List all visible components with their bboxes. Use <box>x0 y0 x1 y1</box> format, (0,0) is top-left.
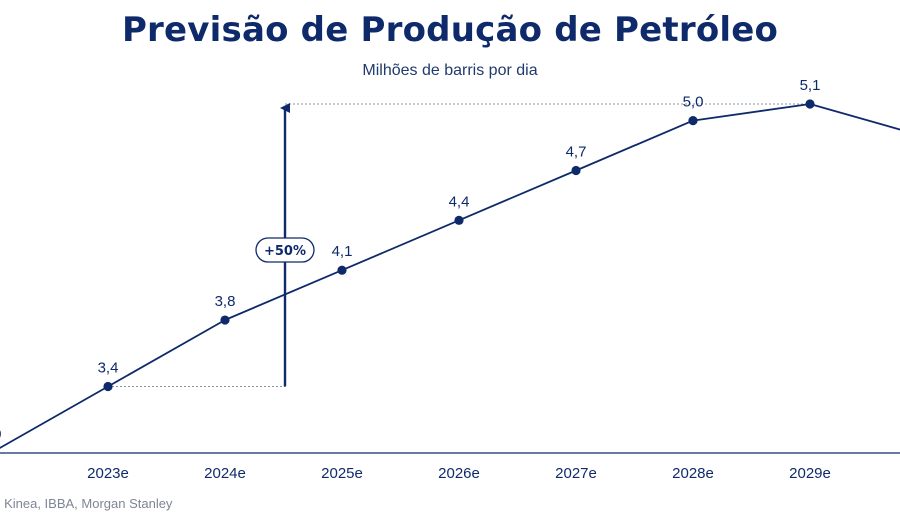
x-tick-label: 2024e <box>204 465 246 482</box>
data-point <box>571 165 581 176</box>
data-label: 5,1 <box>800 77 821 94</box>
x-tick-label: 2026e <box>438 465 480 482</box>
x-tick-label: 2027e <box>555 465 597 482</box>
data-label: 3,4 <box>98 360 119 377</box>
source-note: te: Kinea, IBBA, Morgan Stanley <box>0 496 173 511</box>
chart-title: Previsão de Produção de Petróleo <box>121 10 779 50</box>
data-label: 4,1 <box>332 243 353 260</box>
data-point <box>103 381 113 392</box>
x-tick-label: 2023e <box>87 465 129 482</box>
data-point <box>805 99 815 109</box>
growth-badge <box>255 237 315 263</box>
x-tick-label: 2028e <box>672 465 714 482</box>
data-label: 4,7 <box>566 143 587 160</box>
data-label: 3,8 <box>215 293 236 310</box>
data-label: 3,0 <box>0 426 1 443</box>
series-line <box>0 103 900 449</box>
data-point <box>220 315 230 325</box>
chart-subtitle: Milhões de barris por dia <box>362 62 538 79</box>
data-point <box>454 215 464 225</box>
x-tick-label: 2025e <box>321 465 363 482</box>
data-point <box>337 265 347 275</box>
growth-badge-label: +50% <box>264 244 306 259</box>
data-label: 4,4 <box>449 193 470 210</box>
data-point <box>688 116 698 126</box>
x-tick-label: 2029e <box>789 465 831 482</box>
data-label: 5,0 <box>683 94 704 111</box>
